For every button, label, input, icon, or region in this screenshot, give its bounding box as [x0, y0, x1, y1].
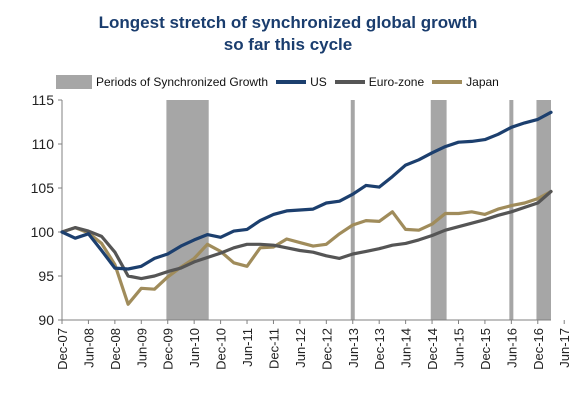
y-tick-label-100: 100: [31, 224, 55, 240]
legend-swatch-eurozone: [334, 80, 365, 84]
x-tick-label-jun-11: Jun-11: [240, 328, 255, 367]
y-tick-label-115: 115: [32, 92, 55, 108]
x-tick-label-dec-10: Dec-10: [214, 328, 229, 370]
x-tick-label-dec-15: Dec-15: [478, 328, 493, 370]
legend-item-japan: Japan: [432, 75, 499, 89]
legend-swatch-shaded: [56, 75, 92, 89]
series-line-us: [60, 110, 553, 271]
x-tick-label-dec-14: Dec-14: [425, 328, 440, 370]
chart-title-line1: Longest stretch of synchronized global g…: [98, 13, 478, 32]
legend-label-eurozone: Euro-zone: [368, 75, 425, 89]
x-tick-label-jun-16: Jun-16: [504, 328, 519, 368]
legend-swatch-us: [276, 80, 307, 84]
x-tick-label-jun-13: Jun-13: [346, 328, 361, 368]
legend-swatch-japan: [432, 80, 463, 84]
x-tick-label-jun-14: Jun-14: [399, 328, 414, 368]
x-tick-label-dec-08: Dec-08: [108, 328, 123, 370]
x-tick-label-dec-09: Dec-09: [161, 328, 176, 370]
y-tick-label-105: 105: [31, 180, 55, 196]
x-tick-label-dec-11: Dec-11: [266, 328, 281, 369]
x-tick-label-jun-09: Jun-09: [134, 328, 149, 368]
legend-item-eurozone: Euro-zone: [334, 75, 425, 89]
series-line-eurozone: [60, 189, 553, 281]
shaded-period-0: [166, 100, 209, 320]
legend-item-shaded: Periods of Synchronized Growth: [56, 75, 268, 89]
series-line-japan: [60, 189, 553, 306]
x-tick-label-jun-08: Jun-08: [81, 328, 96, 368]
shaded-period-2: [430, 100, 447, 320]
shaded-period-4: [536, 100, 551, 320]
x-tick-label-dec-16: Dec-16: [531, 328, 546, 370]
legend-label-japan: Japan: [466, 75, 499, 89]
shaded-period-3: [509, 100, 514, 320]
x-tick-label-jun-15: Jun-15: [451, 328, 466, 368]
chart-legend: Periods of Synchronized Growth US Euro-z…: [56, 72, 507, 92]
chart-title-line2: so far this cycle: [223, 35, 353, 54]
legend-label-shaded: Periods of Synchronized Growth: [96, 75, 269, 89]
x-tick-label-dec-12: Dec-12: [319, 328, 334, 370]
chart-title: Longest stretch of synchronized global g…: [0, 12, 576, 56]
legend-item-us: US: [276, 75, 327, 89]
shaded-period-1: [350, 100, 355, 320]
x-tick-label-jun-17: Jun-17: [557, 328, 572, 368]
x-tick-label-dec-07: Dec-07: [55, 328, 70, 370]
x-tick-label-dec-13: Dec-13: [372, 328, 387, 370]
x-tick-label-jun-10: Jun-10: [187, 328, 202, 368]
y-tick-label-95: 95: [38, 268, 54, 284]
x-tick-label-jun-12: Jun-12: [293, 328, 308, 368]
y-tick-label-90: 90: [38, 312, 54, 328]
legend-label-us: US: [310, 75, 327, 89]
y-tick-label-110: 110: [32, 136, 55, 152]
